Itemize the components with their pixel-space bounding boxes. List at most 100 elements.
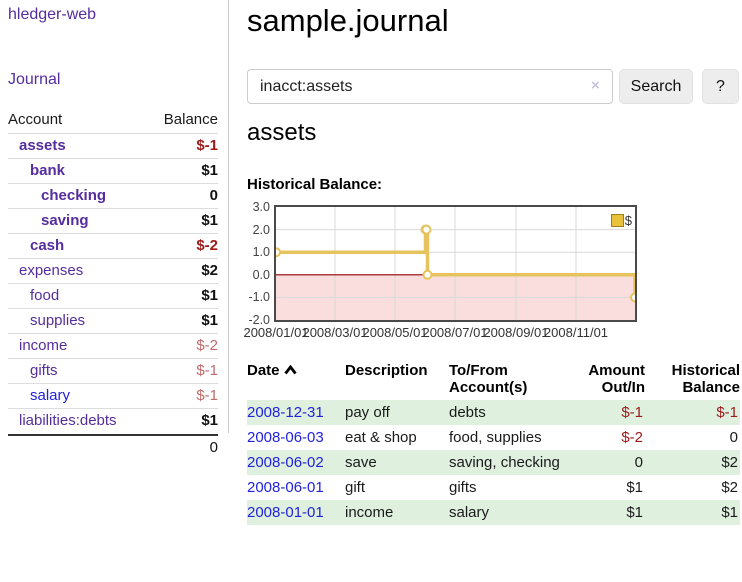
account-tree: Account Balance assets $-1 bank $1 checking 0… — [8, 108, 218, 459]
transaction-date-link[interactable]: 2008-06-03 — [247, 429, 324, 446]
chart-legend: $ — [610, 213, 632, 228]
y-axis-tick-label: -1.0 — [248, 290, 270, 305]
transaction-description: gift — [345, 479, 366, 496]
historical-balance-chart: $ 3.0 2.0 1.0 0.0 -1.0 -2.0 2008/01/01 2008/03/… — [240, 200, 680, 343]
x-axis-tick-label: 2008/11/01 — [543, 325, 609, 340]
account-link-gifts[interactable]: gifts — [30, 362, 58, 379]
account-link-income[interactable]: income — [19, 337, 68, 354]
account-balance: $1 — [201, 312, 218, 329]
legend-label: $ — [624, 213, 632, 228]
account-link-bank[interactable]: bank — [30, 162, 66, 179]
account-link-expenses[interactable]: expenses — [19, 262, 84, 279]
y-axis-tick-label: 1.0 — [252, 245, 270, 260]
column-header-date[interactable]: Date — [247, 360, 345, 400]
account-row: food $1 — [8, 284, 218, 309]
transaction-accounts: saving, checking — [449, 454, 560, 471]
transaction-balance: $2 — [721, 454, 738, 471]
transaction-accounts: salary — [449, 504, 490, 521]
transaction-description: save — [345, 454, 377, 471]
transaction-description: eat & shop — [345, 429, 417, 446]
register-table-body: 2008-12-31 pay off debts $-1 $-1 2008-06-03 ea… — [247, 400, 740, 525]
clear-search-icon[interactable]: × — [591, 77, 600, 94]
column-header-balance[interactable]: Historical Balance — [671, 362, 740, 396]
chart-canvas — [276, 207, 635, 320]
account-link-checking[interactable]: checking — [41, 187, 107, 204]
account-row: expenses $2 — [8, 259, 218, 284]
account-row: bank $1 — [8, 159, 218, 184]
transaction-row: 2008-06-02 save saving, checking 0 $2 — [247, 450, 740, 475]
account-balance: $1 — [201, 412, 218, 429]
transaction-amount: $1 — [626, 504, 643, 521]
chart-plot-area[interactable]: $ — [274, 205, 637, 322]
account-link-liabilities:debts[interactable]: liabilities:debts — [19, 412, 117, 429]
account-balance: $-1 — [196, 387, 218, 404]
column-header-description[interactable]: Description — [345, 362, 428, 379]
date-header-label: Date — [247, 362, 280, 379]
account-tree-body: assets $-1 bank $1 checking 0 saving $1 cash $-2 e… — [8, 134, 218, 434]
transaction-accounts: gifts — [449, 479, 477, 496]
account-link-cash[interactable]: cash — [30, 237, 65, 254]
account-link-salary[interactable]: salary — [30, 387, 71, 404]
account-row: salary $-1 — [8, 384, 218, 409]
transaction-row: 2008-06-01 gift gifts $1 $2 — [247, 475, 740, 500]
transaction-date-link[interactable]: 2008-06-01 — [247, 479, 324, 496]
column-header-amount[interactable]: Amount Out/In — [588, 362, 645, 396]
transaction-accounts: food, supplies — [449, 429, 542, 446]
account-link-assets[interactable]: assets — [19, 137, 66, 154]
transaction-balance: $1 — [721, 504, 738, 521]
x-axis-tick-label: 2008/09/01 — [483, 325, 549, 340]
account-balance: 0 — [209, 187, 218, 204]
account-balance: $1 — [201, 287, 218, 304]
account-link-supplies[interactable]: supplies — [30, 312, 86, 329]
account-row: gifts $-1 — [8, 359, 218, 384]
account-balance: $1 — [201, 162, 218, 179]
account-link-saving[interactable]: saving — [41, 212, 89, 229]
account-row: saving $1 — [8, 209, 218, 234]
column-header-accounts[interactable]: To/From Account(s) — [449, 362, 528, 396]
transaction-date-link[interactable]: 2008-06-02 — [247, 454, 324, 471]
x-axis-tick-label: 2008/07/01 — [422, 325, 488, 340]
chart-title: Historical Balance: — [247, 176, 383, 193]
account-row: cash $-2 — [8, 234, 218, 259]
account-row: liabilities:debts $1 — [8, 409, 218, 434]
accounts-total: 0 — [8, 434, 218, 459]
account-row: assets $-1 — [8, 134, 218, 159]
transaction-date-link[interactable]: 2008-12-31 — [247, 404, 324, 421]
transaction-amount: $-2 — [621, 429, 643, 446]
search-input[interactable] — [247, 69, 613, 104]
legend-swatch-icon — [610, 214, 624, 227]
sidebar: hledger-web Journal Account Balance asse… — [0, 0, 229, 456]
help-button[interactable]: ? — [702, 69, 739, 104]
balance-column-header: Balance — [163, 111, 218, 128]
chevron-up-icon — [283, 362, 297, 379]
page-title: sample.journal — [247, 3, 449, 38]
account-balance: $-1 — [196, 137, 218, 154]
account-row: supplies $1 — [8, 309, 218, 334]
account-heading: assets — [247, 119, 317, 146]
account-row: checking 0 — [8, 184, 218, 209]
x-axis-tick-label: 2008/01/01 — [243, 325, 309, 340]
transaction-description: income — [345, 504, 394, 521]
transaction-row: 2008-01-01 income salary $1 $1 — [247, 500, 740, 525]
transaction-amount: 0 — [634, 454, 643, 471]
transaction-date-link[interactable]: 2008-01-01 — [247, 504, 324, 521]
transaction-row: 2008-12-31 pay off debts $-1 $-1 — [247, 400, 740, 425]
sidebar-item-journal[interactable]: Journal — [8, 71, 61, 88]
account-link-food[interactable]: food — [30, 287, 60, 304]
account-balance: $-2 — [196, 337, 218, 354]
transaction-balance: $-1 — [716, 404, 738, 421]
app-brand-link[interactable]: hledger-web — [8, 6, 97, 23]
y-axis-tick-label: -2.0 — [248, 313, 270, 327]
transactions-table: Date Description To/From Account(s) Amou… — [247, 360, 740, 525]
x-axis-tick-label: 2008/03/01 — [302, 325, 368, 340]
y-axis-tick-label: 3.0 — [252, 200, 270, 214]
account-column-header: Account — [8, 111, 63, 128]
x-axis-tick-label: 2008/05/01 — [362, 325, 428, 340]
account-balance: $2 — [201, 262, 218, 279]
search-button[interactable]: Search — [619, 69, 693, 104]
main-content: sample.journal × Search ? assets Histori… — [243, 0, 740, 582]
transactions-header-row: Date Description To/From Account(s) Amou… — [247, 360, 740, 400]
transaction-description: pay off — [345, 404, 390, 421]
transaction-accounts: debts — [449, 404, 486, 421]
transaction-balance: $2 — [721, 479, 738, 496]
